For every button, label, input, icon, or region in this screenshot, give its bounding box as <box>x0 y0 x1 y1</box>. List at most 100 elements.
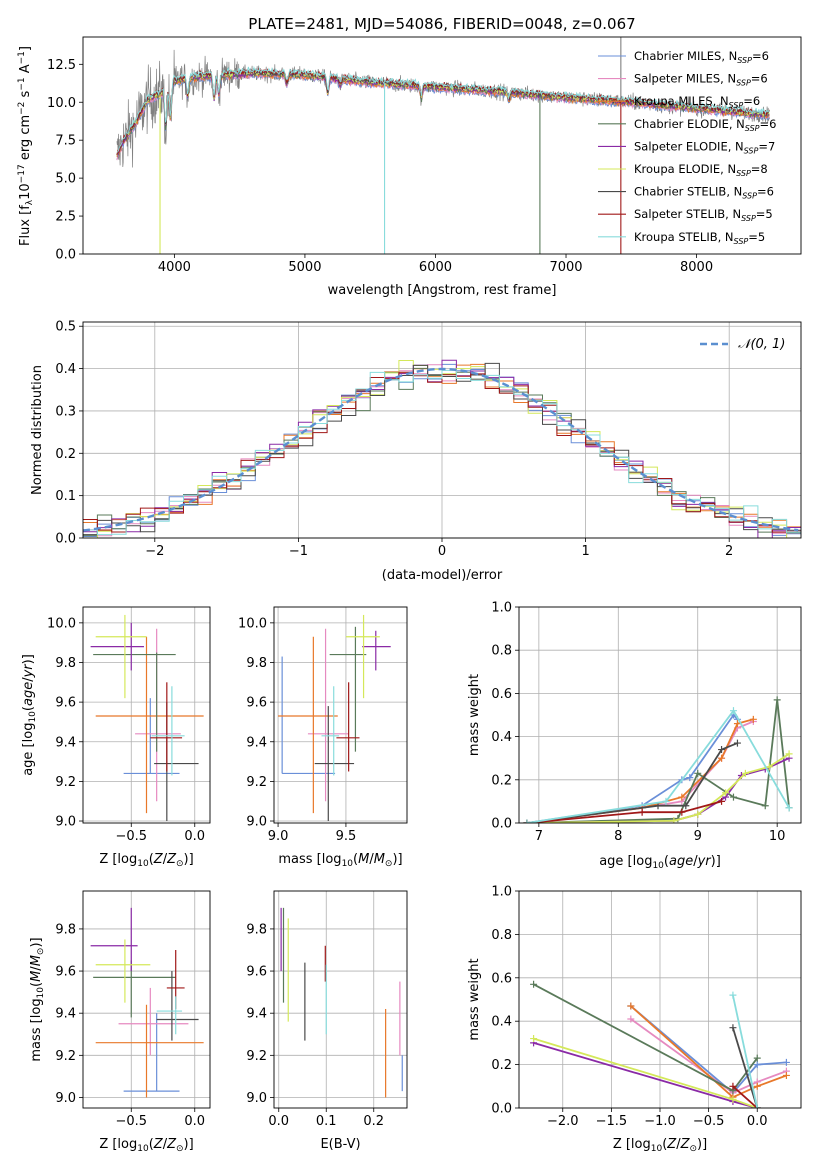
y-axis-label: mass [log10(M/M⊙)] <box>29 937 46 1061</box>
legend-count: =5 <box>756 207 773 221</box>
axes: 9.0 9.5 9.0 9.2 9.4 9.6 9.8 10.0 <box>238 616 356 844</box>
chart-spectrum: 4000 5000 6000 7000 8000 0.0 2.5 5.0 7.5 10.0 12.5… <box>17 15 802 298</box>
x-axis-label: Z [log10(Z/Z⊙)] <box>99 1137 193 1154</box>
x-tick-label: 1 <box>581 544 589 559</box>
series-point-chabrier_elodie <box>773 696 781 704</box>
chart-massweight_vs_Z: −2.0 −1.5 −1.0 −0.5 0.0 0.0 0.2 0.4 0.6 0.8 1.0 Z [… <box>467 885 802 1154</box>
label-part: Z [log <box>99 1137 137 1152</box>
label-part: )] <box>21 654 36 664</box>
y-axis-label: age [log10(age/yr)] <box>21 654 38 776</box>
legend-text: Salpeter ELODIE, N <box>634 139 744 153</box>
label-part: ( <box>29 982 44 987</box>
series-point-kroupa_stelib <box>785 804 793 812</box>
legend-text: Chabrier MILES, N <box>634 49 737 63</box>
series-point-kroupa_miles <box>749 715 757 723</box>
model-spectrum-kroupa_stelib <box>116 65 770 153</box>
legend-sub: SSP <box>741 214 756 223</box>
y-tick-label: 0.4 <box>55 362 76 377</box>
axes: −0.5 0.0 9.0 9.2 9.4 9.6 9.8 10.0 <box>47 616 205 844</box>
series-point-kroupa_elodie <box>722 789 730 797</box>
series-point-chabrier_miles <box>782 1058 790 1066</box>
axes-frame <box>273 606 408 824</box>
label-part: mass [log <box>278 852 341 867</box>
series-point-kroupa_miles <box>782 1071 790 1079</box>
plot-area <box>523 696 793 823</box>
series-point-kroupa_elodie <box>785 750 793 758</box>
chart-mass_vs_ebv: 0.0 0.1 0.2 9.0 9.2 9.4 9.6 9.8 E(B-V) <box>246 890 408 1152</box>
y-tick-label: 9.8 <box>246 656 267 671</box>
x-axis-label: (data-model)/error <box>382 568 503 583</box>
label-part: s <box>18 90 33 101</box>
chart-mass_vs_Z: −0.5 0.09.09.29.49.69.8Z [log10(Z/Z⊙)]mas… <box>29 890 211 1154</box>
series-point-chabrier_elodie <box>729 793 737 801</box>
y-tick-label: 9.8 <box>55 922 76 937</box>
x-tick-label: −0.5 <box>115 829 147 844</box>
legend-count: =6 <box>751 72 768 86</box>
label-part: age [log <box>599 854 652 869</box>
label-part: erg cm <box>18 115 33 164</box>
x-tick-label: 9.5 <box>336 829 357 844</box>
y-tick-label: 9.4 <box>55 735 76 750</box>
plot-area <box>83 359 801 538</box>
y-tick-label: 0.4 <box>491 1015 512 1030</box>
x-axis-label: wavelength [Angstrom, rest frame] <box>328 283 557 298</box>
axes: 7 8 9 10 0.0 0.2 0.4 0.6 0.8 1.0 <box>491 601 785 845</box>
y-tick-label: 9.0 <box>55 815 76 830</box>
axes-frame <box>82 890 211 1109</box>
label-part: M <box>374 852 385 867</box>
x-axis-label: Z [log10(Z/Z⊙)] <box>99 852 193 869</box>
y-tick-label: 9.0 <box>55 1091 76 1106</box>
label-part: −2 <box>17 102 27 115</box>
series-point-kroupa_stelib <box>523 819 531 823</box>
label-part: 10 <box>18 183 33 200</box>
legend-text: Salpeter MILES, N <box>634 72 736 86</box>
series-point-kroupa_elodie <box>741 769 749 777</box>
y-tick-label: 0.6 <box>491 971 512 986</box>
legend-label: Kroupa MILES, NSSP=6 <box>634 94 760 110</box>
label-part: )] <box>29 937 44 947</box>
x-tick-label: 8000 <box>680 260 713 275</box>
x-tick-label: 9 <box>694 829 702 844</box>
y-tick-label: 5.0 <box>55 172 76 187</box>
x-tick-label: −2 <box>145 544 164 559</box>
y-tick-label: 0.0 <box>491 817 512 832</box>
label-part: M <box>29 955 44 966</box>
label-part: ( <box>664 854 669 869</box>
legend-label: Kroupa STELIB, NSSP=5 <box>634 230 765 246</box>
series-point-chabrier_stelib <box>729 1024 737 1032</box>
y-axis-label: Normed distribution <box>30 365 45 495</box>
y-tick-label: 9.0 <box>246 815 267 830</box>
x-tick-label: −1.0 <box>644 1114 676 1129</box>
label-part: ( <box>149 852 154 867</box>
label-part: ⊙ <box>385 859 393 869</box>
y-tick-label: 9.8 <box>246 922 267 937</box>
series-line-kroupa_stelib <box>526 709 790 823</box>
y-tick-label: 0.6 <box>491 687 512 702</box>
y-tick-label: 0.4 <box>491 730 512 745</box>
series-point-chabrier_elodie <box>694 769 702 777</box>
legend-text: Kroupa MILES, N <box>634 94 729 108</box>
y-axis-label: Flux [fλ10−17 erg cm−2 s−1 A−1] <box>17 46 35 246</box>
axes-frame <box>82 36 802 255</box>
series-point-chabrier_elodie <box>761 802 769 810</box>
y-tick-label: 2.5 <box>55 210 76 225</box>
series-point-salpeter_stelib <box>638 808 646 816</box>
plot-area <box>116 37 770 254</box>
legend-count: =6 <box>743 94 760 108</box>
series-line-salpeter_elodie <box>526 757 790 823</box>
series-point-chabrier_stelib <box>718 746 726 754</box>
label-part: −17 <box>17 164 27 183</box>
plot-area <box>90 907 204 1098</box>
axes: 4000 5000 6000 7000 8000 0.0 2.5 5.0 7.5 10.0 12.5 <box>47 58 713 275</box>
x-tick-label: 2 <box>725 544 733 559</box>
x-tick-label: 0.2 <box>363 1114 384 1129</box>
x-tick-label: −0.5 <box>115 1114 147 1129</box>
series-line-kroupa_miles <box>630 1005 787 1099</box>
label-part: )] <box>711 854 721 869</box>
y-tick-label: 10.0 <box>47 96 76 111</box>
label-part: Z <box>666 1137 677 1152</box>
legend-sub: SSP <box>737 56 752 65</box>
